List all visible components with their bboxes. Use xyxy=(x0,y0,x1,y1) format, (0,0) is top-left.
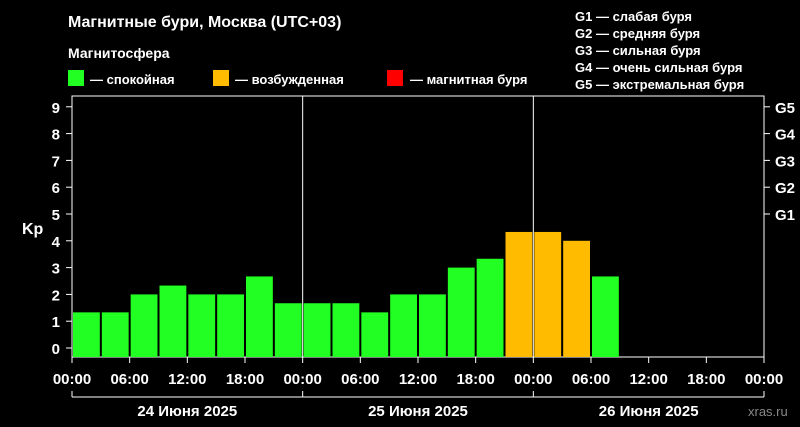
kp-bar xyxy=(419,294,446,357)
x-tick-label: 00:00 xyxy=(53,371,91,388)
x-tick-label: 18:00 xyxy=(687,371,725,388)
y-tick-label: 8 xyxy=(52,127,60,144)
chart-subtitle: Магнитосфера xyxy=(68,45,170,61)
x-tick-label: 00:00 xyxy=(514,371,552,388)
y-axis-label: Kp xyxy=(22,221,44,238)
chart-title: Магнитные бури, Москва (UTC+03) xyxy=(68,14,341,31)
kp-bar xyxy=(274,303,302,357)
watermark: xras.ru xyxy=(748,404,788,419)
x-tick-label: 00:00 xyxy=(745,371,783,388)
storm-scale-g4: G4 — очень сильная буря xyxy=(575,60,742,75)
day-label: 26 Июня 2025 xyxy=(599,403,699,420)
plot-area: 0 1 2 3 4 5 6 7 8 9 G1 G2 G3 G4 G5 00:00 06:00 12:00 18:00… xyxy=(52,95,796,420)
x-tick-label: 12:00 xyxy=(629,371,667,388)
x-tick-label: 06:00 xyxy=(341,371,379,388)
kp-bar xyxy=(188,294,216,357)
x-tick-label: 00:00 xyxy=(283,371,321,388)
g-scale-label: G4 xyxy=(775,127,796,144)
y-tick-label: 1 xyxy=(52,314,60,331)
legend: — спокойная — возбужденная — магнитная б… xyxy=(68,70,527,87)
kp-bar xyxy=(534,231,562,357)
kp-bar xyxy=(563,240,590,357)
kp-bar xyxy=(505,231,533,357)
kp-bar xyxy=(246,276,273,357)
storm-scale-g1: G1 — слабая буря xyxy=(575,9,692,24)
kp-bar xyxy=(361,312,389,357)
y-tick-label: 7 xyxy=(52,153,60,170)
g-scale-label: G5 xyxy=(775,100,795,117)
g-scale-label: G3 xyxy=(775,153,795,170)
kp-bar xyxy=(447,267,475,357)
storm-scale-g2: G2 — средняя буря xyxy=(575,26,700,41)
legend-swatch-excited xyxy=(213,70,229,86)
legend-label-storm: — магнитная буря xyxy=(410,72,527,87)
storm-scale-g5: G5 — экстремальная буря xyxy=(575,77,744,92)
kp-bar xyxy=(73,312,100,357)
legend-swatch-storm xyxy=(387,70,403,86)
kp-bar xyxy=(101,312,129,357)
x-tick-label: 06:00 xyxy=(110,371,148,388)
kp-bar xyxy=(476,258,504,357)
y-tick-label: 5 xyxy=(52,207,60,224)
kp-bar xyxy=(332,303,360,357)
y-tick-label: 9 xyxy=(52,100,60,117)
legend-label-excited: — возбужденная xyxy=(235,72,344,87)
x-tick-label: 18:00 xyxy=(456,371,494,388)
kp-bar xyxy=(159,285,187,357)
kp-bar xyxy=(303,303,331,357)
g-scale-label: G1 xyxy=(775,207,795,224)
storm-scale-g3: G3 — сильная буря xyxy=(575,43,701,58)
x-tick-label: 18:00 xyxy=(226,371,264,388)
g-scale-label: G2 xyxy=(775,180,795,197)
y-tick-label: 3 xyxy=(52,261,60,278)
legend-label-quiet: — спокойная xyxy=(90,72,175,87)
x-tick-label: 06:00 xyxy=(572,371,610,388)
y-tick-label: 4 xyxy=(52,234,61,251)
y-tick-label: 0 xyxy=(52,341,60,358)
storm-scale-legend: G1 — слабая буря G2 — средняя буря G3 — … xyxy=(575,9,744,92)
day-label: 24 Июня 2025 xyxy=(137,403,237,420)
legend-swatch-quiet xyxy=(68,70,84,86)
day-label: 25 Июня 2025 xyxy=(368,403,468,420)
kp-bar xyxy=(390,294,417,357)
y-tick-label: 6 xyxy=(52,180,60,197)
kp-bar xyxy=(130,294,158,357)
kp-bar xyxy=(217,294,244,357)
kp-bar xyxy=(592,276,619,357)
x-tick-label: 12:00 xyxy=(168,371,206,388)
y-tick-label: 2 xyxy=(52,287,60,304)
x-tick-label: 12:00 xyxy=(399,371,437,388)
